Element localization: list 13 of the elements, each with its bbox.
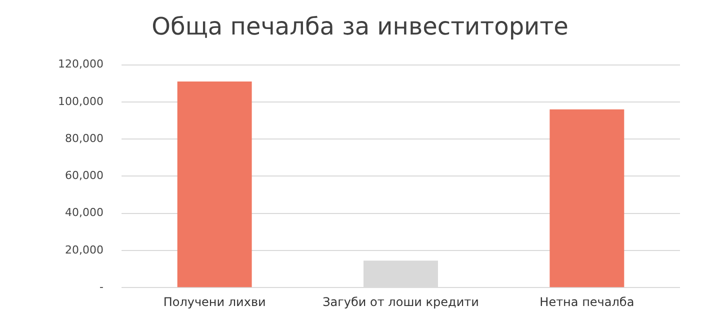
chart-title: Обща печалба за инвеститорите	[152, 12, 568, 41]
bar	[177, 82, 252, 288]
x-tick-label: Загуби от лоши кредити	[322, 294, 479, 309]
y-tick-label: -	[100, 280, 104, 294]
y-tick-label: 40,000	[64, 206, 104, 220]
y-tick-label: 120,000	[58, 58, 104, 71]
x-tick-label: Получени лихви	[163, 294, 266, 309]
y-tick-label: 60,000	[64, 169, 104, 182]
bar	[550, 109, 624, 288]
y-tick-label: 20,000	[64, 243, 104, 256]
y-tick-label: 100,000	[58, 94, 104, 108]
y-tick-label: 80,000	[64, 132, 104, 145]
x-tick-label: Нетна печалба	[540, 294, 634, 309]
